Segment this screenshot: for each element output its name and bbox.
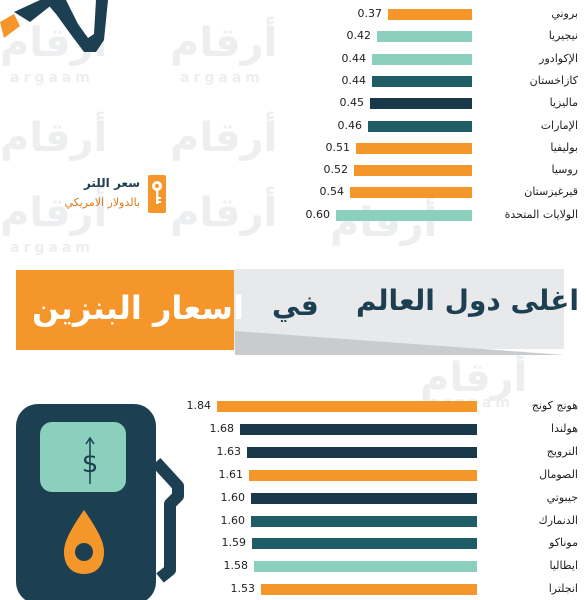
category-label: بوليفيا — [550, 140, 578, 154]
category-label: روسيا — [551, 163, 578, 177]
value-label: 1.63 — [216, 444, 242, 458]
value-label: 1.60 — [220, 490, 246, 504]
category-label: بروني — [551, 7, 578, 20]
bar-10 — [336, 209, 472, 221]
bar-9 — [261, 584, 477, 596]
legend-line-1: سعر اللتر — [83, 176, 140, 190]
bar-8 — [354, 165, 472, 177]
bar-4 — [249, 469, 477, 481]
category-label: هولندا — [551, 421, 578, 435]
watermark-9: argaam — [10, 240, 94, 256]
watermark-10: أرقام — [330, 200, 438, 246]
value-label: 0.44 — [341, 51, 367, 65]
fuel-pump-icon: $ — [16, 404, 184, 600]
bar-6 — [368, 120, 472, 132]
bar-4 — [372, 75, 472, 87]
banner-title-part-a: اغلى دول العالم — [356, 284, 579, 317]
bar-7 — [252, 538, 477, 550]
watermark-4: argaam — [180, 70, 264, 86]
bar-2 — [240, 423, 477, 435]
value-label: 1.68 — [209, 421, 235, 435]
category-label: موناكو — [549, 536, 578, 550]
bar-3 — [372, 53, 472, 65]
value-label: 0.52 — [323, 163, 349, 177]
bar-5 — [370, 98, 472, 110]
watermark-3: argaam — [10, 70, 94, 86]
banner-title-part-b: في — [272, 289, 319, 322]
fuel-nozzle-icon — [0, 0, 108, 52]
value-label: 1.58 — [223, 559, 249, 573]
category-label: النرويج — [546, 444, 578, 458]
category-label: الصومال — [539, 467, 578, 481]
bar-3 — [247, 446, 477, 458]
value-label: 0.37 — [357, 7, 383, 20]
value-label: 0.45 — [339, 96, 365, 110]
value-label: 0.51 — [325, 140, 351, 154]
category-label: ماليزيا — [549, 96, 578, 110]
bar-7 — [356, 142, 472, 154]
value-label: 1.61 — [218, 467, 244, 481]
bar-2 — [377, 31, 472, 43]
category-label: الإمارات — [540, 118, 578, 132]
banner-title-part-c: اسعار البنزين — [32, 289, 244, 327]
category-label: ايطاليا — [549, 559, 578, 573]
bar-6 — [251, 515, 477, 527]
bar-5 — [251, 492, 477, 504]
category-label: نيجيريا — [548, 29, 578, 43]
svg-text:$: $ — [82, 449, 99, 479]
value-label: 1.53 — [230, 582, 256, 596]
key-icon — [148, 175, 166, 213]
value-label: 0.54 — [319, 185, 345, 199]
category-label: الدنمارك — [538, 513, 578, 527]
category-label: الولايات المتحدة — [504, 207, 578, 221]
watermark-2: أرقام — [170, 20, 278, 66]
legend-line-2: بالدولار الامريكي — [64, 196, 140, 209]
value-label: 1.84 — [186, 399, 212, 412]
category-label: كازاخستان — [529, 73, 578, 87]
watermark-11: أرقام — [420, 355, 528, 401]
category-label: انجلترا — [548, 582, 578, 596]
watermark-5: أرقام — [0, 115, 108, 161]
bar-8 — [254, 561, 477, 573]
bar-9 — [350, 187, 472, 199]
watermark-8: أرقام — [170, 190, 278, 236]
category-label: الإكوادور — [539, 51, 578, 65]
banner-decoration — [235, 331, 565, 355]
value-label: 1.60 — [220, 513, 246, 527]
value-label: 0.60 — [305, 207, 331, 221]
value-label: 0.42 — [346, 29, 372, 43]
value-label: 0.44 — [341, 73, 367, 87]
legend: سعر اللتر بالدولار الامريكي — [20, 172, 170, 216]
bar-1 — [388, 9, 472, 20]
banner-accent — [16, 270, 234, 350]
bar-1 — [217, 401, 477, 412]
value-label: 1.59 — [221, 536, 247, 550]
watermark-6: أرقام — [170, 115, 278, 161]
category-label: هونج كونج — [531, 399, 578, 412]
category-label: جيبوتي — [546, 490, 578, 504]
value-label: 0.46 — [337, 118, 363, 132]
category-label: قيرغيزستان — [524, 185, 578, 199]
